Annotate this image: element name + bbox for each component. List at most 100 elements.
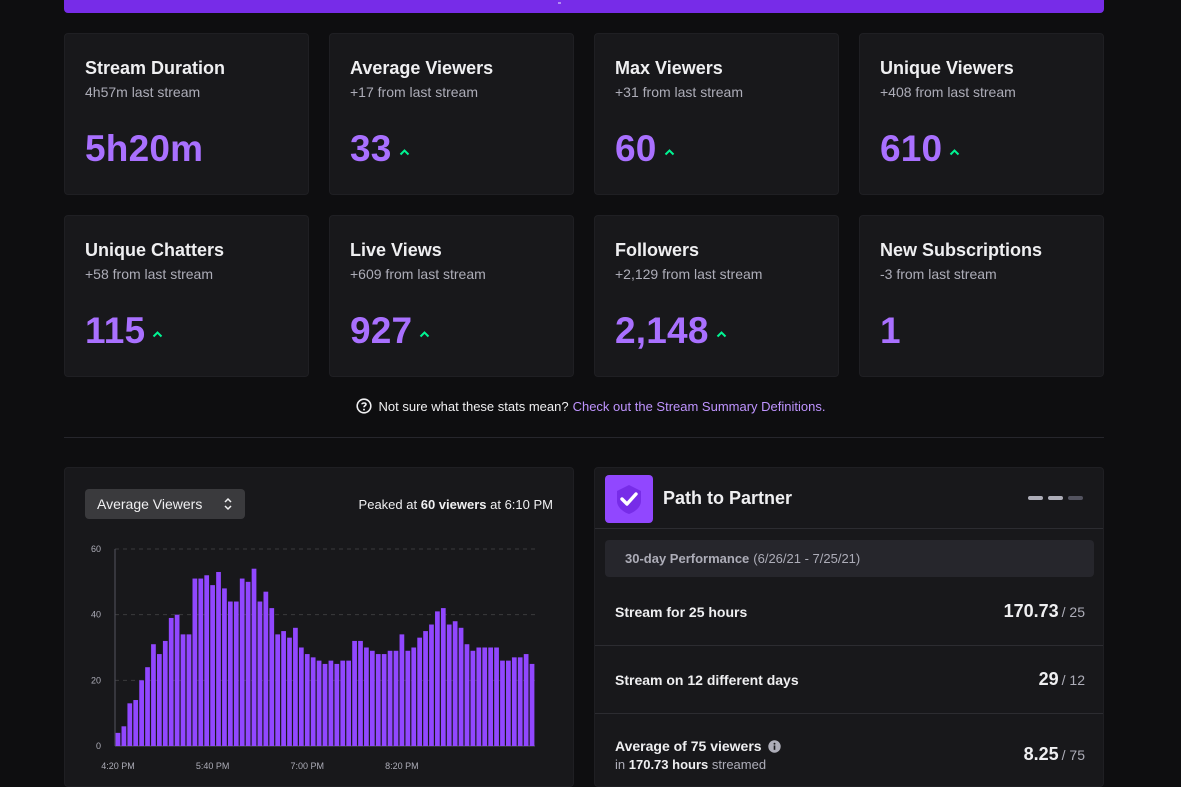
chart-bar[interactable] xyxy=(334,663,340,746)
chart-bar[interactable] xyxy=(304,654,310,746)
chart-bar[interactable] xyxy=(476,647,482,747)
stat-subtitle: +58 from last stream xyxy=(85,266,213,282)
chart-bar[interactable] xyxy=(192,578,198,746)
chart-bar[interactable] xyxy=(429,624,434,746)
chart-bar[interactable] xyxy=(399,634,405,746)
partner-carousel-pager[interactable] xyxy=(1028,496,1083,500)
chart-bar[interactable] xyxy=(198,578,204,746)
metric-select[interactable]: Average Viewers xyxy=(85,489,245,519)
chart-bar[interactable] xyxy=(500,660,505,746)
chart-bar[interactable] xyxy=(358,640,363,746)
chart-bar[interactable] xyxy=(239,578,245,746)
chart-bar[interactable] xyxy=(322,663,328,746)
chart-bar[interactable] xyxy=(494,647,499,747)
chart-bar[interactable] xyxy=(263,591,269,746)
chart-bar[interactable] xyxy=(281,631,286,746)
goal-target: / 75 xyxy=(1061,747,1085,763)
chart-bar[interactable] xyxy=(245,581,251,746)
chart-bar[interactable] xyxy=(216,571,221,746)
chart-bar[interactable] xyxy=(352,640,357,746)
x-tick-label: 7:00 PM xyxy=(290,761,324,771)
x-tick-label: 8:20 PM xyxy=(385,761,419,771)
stream-summary-definitions-link[interactable]: Check out the Stream Summary Definitions… xyxy=(572,398,826,414)
chart-bar[interactable] xyxy=(298,647,304,747)
chart-bar[interactable] xyxy=(210,585,215,746)
pager-dot[interactable] xyxy=(1068,496,1083,500)
stat-subtitle: +17 from last stream xyxy=(350,84,478,100)
goal-row: Stream for 25 hours 170.73/ 25 xyxy=(615,601,1085,622)
partner-title: Path to Partner xyxy=(663,488,793,508)
chart-bar[interactable] xyxy=(168,617,174,746)
pager-dot[interactable] xyxy=(1048,496,1063,500)
pager-dot[interactable] xyxy=(1028,496,1043,500)
stat-title: Average Viewers xyxy=(350,58,494,78)
chart-bar[interactable] xyxy=(523,654,529,746)
chart-bar[interactable] xyxy=(145,667,150,746)
metric-select-value: Average Viewers xyxy=(97,496,203,512)
viewer-chart-panel: Average Viewers Peaked at 60 viewers at … xyxy=(64,467,574,787)
chart-bar[interactable] xyxy=(464,644,470,746)
chart-bar[interactable] xyxy=(121,726,127,746)
stat-value: 60 xyxy=(615,128,657,169)
chart-bar[interactable] xyxy=(157,654,162,746)
stat-title: Followers xyxy=(615,240,700,260)
chart-bar[interactable] xyxy=(340,660,346,746)
chart-bar[interactable] xyxy=(435,611,440,746)
chart-bar[interactable] xyxy=(174,614,180,746)
stat-value: 5h20m xyxy=(85,128,204,169)
goal-value: 170.73 xyxy=(1003,601,1059,621)
chart-bar[interactable] xyxy=(310,657,316,746)
stat-value: 33 xyxy=(350,128,392,169)
chart-bar[interactable] xyxy=(257,601,263,746)
chart-bar[interactable] xyxy=(180,634,186,746)
chart-bar[interactable] xyxy=(151,644,156,746)
chart-bar[interactable] xyxy=(162,640,168,746)
chart-bar[interactable] xyxy=(440,608,446,746)
chart-bar[interactable] xyxy=(233,601,239,746)
chart-bar[interactable] xyxy=(381,654,387,746)
chart-bar[interactable] xyxy=(222,588,227,746)
chart-bar[interactable] xyxy=(517,657,523,746)
chart-bar[interactable] xyxy=(417,637,423,746)
info-icon[interactable] xyxy=(767,739,781,753)
chart-bar[interactable] xyxy=(529,663,535,746)
chart-bar[interactable] xyxy=(269,608,275,746)
chart-bar[interactable] xyxy=(227,601,233,746)
chart-bar[interactable] xyxy=(511,657,517,746)
chart-bar[interactable] xyxy=(452,621,458,746)
partner-badge xyxy=(605,475,653,523)
chart-bar[interactable] xyxy=(186,634,192,746)
chart-bar[interactable] xyxy=(364,647,369,747)
chart-bar[interactable] xyxy=(458,627,464,746)
goal-progress: 170.73/ 25 xyxy=(1004,601,1085,622)
chart-bar[interactable] xyxy=(115,732,121,746)
chart-bar[interactable] xyxy=(423,631,428,746)
chart-bar[interactable] xyxy=(393,650,399,746)
chart-bar[interactable] xyxy=(488,647,493,747)
chart-bar[interactable] xyxy=(139,680,144,746)
stat-subtitle: +609 from last stream xyxy=(350,266,486,282)
chart-bar[interactable] xyxy=(328,660,334,746)
chart-bar[interactable] xyxy=(411,647,417,747)
chart-bar[interactable] xyxy=(316,660,322,746)
chart-bar[interactable] xyxy=(482,647,488,747)
chart-bar[interactable] xyxy=(275,634,281,746)
chart-bar[interactable] xyxy=(375,654,381,746)
chart-bar[interactable] xyxy=(133,700,139,746)
chart-bar[interactable] xyxy=(287,637,292,746)
chart-bar[interactable] xyxy=(127,703,133,746)
goal-label: Stream for 25 hours xyxy=(615,604,748,620)
chart-bar[interactable] xyxy=(293,627,298,746)
chart-bar[interactable] xyxy=(369,650,375,746)
chart-bar[interactable] xyxy=(446,624,452,746)
chart-bar[interactable] xyxy=(204,575,210,746)
chart-bar[interactable] xyxy=(251,568,257,746)
chart-bar[interactable] xyxy=(470,650,476,746)
chart-bar[interactable] xyxy=(387,650,393,746)
chart-bar[interactable] xyxy=(405,650,411,746)
goal-label: Average of 75 viewers xyxy=(615,738,1085,754)
chart-bar[interactable] xyxy=(506,660,511,746)
chart-bar[interactable] xyxy=(346,660,352,746)
stat-subtitle: +408 from last stream xyxy=(880,84,1016,100)
goal-sub: in 170.73 hours streamed xyxy=(615,757,1085,772)
